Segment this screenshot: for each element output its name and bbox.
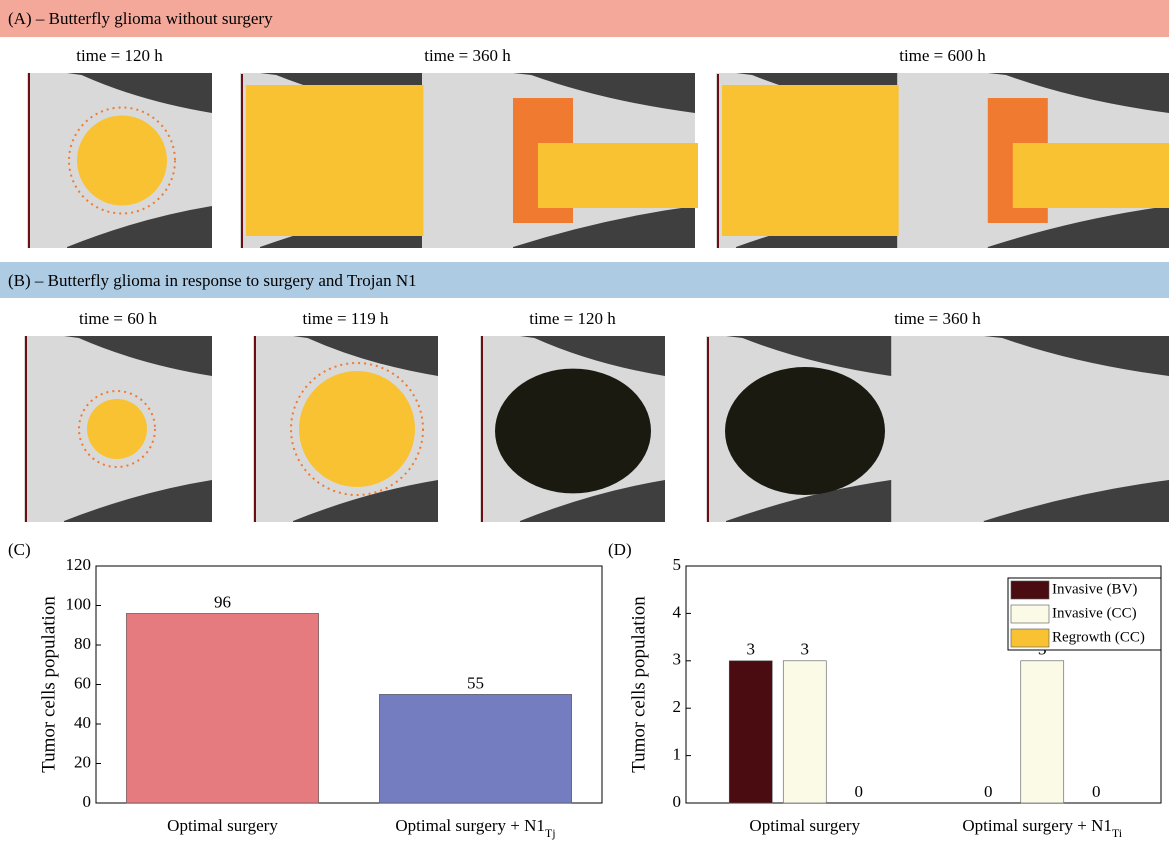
time-label: time = 120 h	[529, 309, 616, 328]
y-tick-label: 0	[673, 792, 682, 811]
y-tick-label: 1	[673, 745, 682, 764]
y-tick-label: 80	[74, 634, 91, 653]
y-tick-label: 120	[66, 555, 92, 574]
legend-label: Invasive (BV)	[1052, 581, 1137, 597]
section-title: (B) – Butterfly glioma in response to su…	[8, 271, 417, 290]
bar	[379, 694, 571, 803]
time-label: time = 119 h	[303, 309, 389, 328]
value-label: 0	[1092, 782, 1101, 801]
tumor	[77, 116, 167, 206]
resection	[495, 369, 651, 494]
time-label: time = 60 h	[79, 309, 158, 328]
category: Optimal surgery	[749, 816, 860, 835]
time-label: time = 600 h	[899, 46, 986, 65]
y-tick-label: 60	[74, 673, 91, 692]
resection	[725, 367, 885, 495]
time-label: time = 360 h	[424, 46, 511, 65]
panel-label: (C)	[8, 540, 31, 559]
category-subscript: Ti	[1112, 826, 1123, 840]
value-label: 0	[855, 782, 864, 801]
bar	[126, 613, 318, 803]
y-tick-label: 4	[673, 602, 682, 621]
y-axis-label: Tumor cells population	[38, 596, 59, 773]
category: Optimal surgery + N1	[962, 816, 1112, 835]
panel-label: (D)	[608, 540, 632, 559]
value-label: 0	[984, 782, 993, 801]
legend-swatch	[1011, 629, 1049, 647]
time-label: time = 120 h	[76, 46, 163, 65]
bar	[729, 661, 772, 803]
bar	[783, 661, 826, 803]
section-title: (A) – Butterfly glioma without surgery	[8, 9, 273, 28]
y-tick-label: 3	[673, 650, 682, 669]
tumor	[87, 399, 147, 459]
tumor	[722, 85, 899, 236]
tumor	[246, 85, 423, 236]
figure: (A) – Butterfly glioma without surgery (…	[0, 0, 1169, 844]
tumor	[1013, 143, 1169, 208]
y-tick-label: 40	[74, 713, 91, 732]
tumor	[538, 143, 698, 208]
time-label: time = 360 h	[894, 309, 981, 328]
x-tick-label: Optimal surgery	[749, 816, 860, 835]
category-subscript: Tj	[545, 826, 556, 840]
value-label: 55	[467, 673, 484, 692]
value-label: 3	[747, 640, 756, 659]
y-tick-label: 20	[74, 752, 91, 771]
y-tick-label: 5	[673, 555, 682, 574]
x-tick-label: Optimal surgery + N1Ti	[962, 816, 1122, 840]
tumor	[299, 371, 415, 487]
y-tick-label: 2	[673, 697, 682, 716]
legend-swatch	[1011, 605, 1049, 623]
category: Optimal surgery + N1	[395, 816, 545, 835]
y-axis-label: Tumor cells population	[628, 596, 649, 773]
legend-swatch	[1011, 581, 1049, 599]
legend-label: Invasive (CC)	[1052, 605, 1137, 621]
legend-label: Regrowth (CC)	[1052, 629, 1145, 645]
y-tick-label: 0	[83, 792, 92, 811]
category: Optimal surgery	[167, 816, 278, 835]
value-label: 96	[214, 592, 231, 611]
bar	[1021, 661, 1064, 803]
value-label: 3	[801, 640, 810, 659]
x-tick-label: Optimal surgery	[167, 816, 278, 835]
x-tick-label: Optimal surgery + N1Tj	[395, 816, 555, 840]
y-tick-label: 100	[66, 594, 92, 613]
